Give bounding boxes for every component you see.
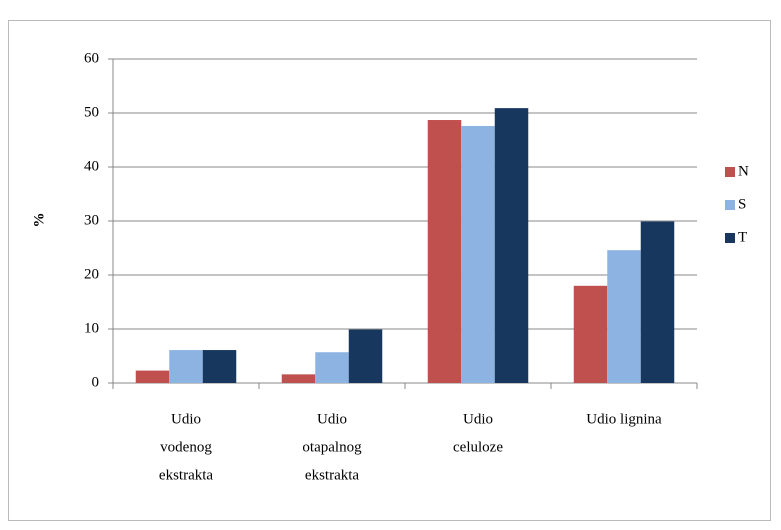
x-tick-label: Udio [171,411,201,427]
x-tick-label: ekstrakta [305,467,359,483]
x-tick-label: ekstrakta [159,467,213,483]
bar [494,108,529,383]
x-tick-label: Udio [463,411,493,427]
bar [348,329,383,383]
y-tick-label: 10 [84,320,99,336]
bar [202,350,237,383]
legend-swatch [725,167,735,177]
bar [135,370,170,383]
bar [427,120,462,384]
bar [281,374,316,383]
y-tick-label: 50 [84,104,99,120]
y-tick-label: 0 [92,374,100,390]
legend-label: S [738,196,746,212]
legend-swatch [725,200,735,210]
y-tick-label: 40 [84,158,99,174]
y-tick-label: 30 [84,212,99,228]
x-tick-label: Udio [317,411,347,427]
bar [573,285,608,383]
bar [607,250,641,383]
bar [461,125,495,384]
y-tick-label: 60 [84,50,99,66]
x-tick-label: celuloze [453,439,503,455]
x-tick-label: otapalnog [302,439,362,455]
y-tick-label: 20 [84,266,99,282]
legend-swatch [725,233,735,243]
x-tick-label: vodenog [160,439,212,455]
bar [169,350,203,383]
y-axis-label: % [31,213,47,228]
legend-label: T [738,229,747,245]
bar [640,221,675,383]
bar [315,352,349,383]
x-tick-label: Udio lignina [586,411,662,427]
legend-label: N [738,163,749,179]
